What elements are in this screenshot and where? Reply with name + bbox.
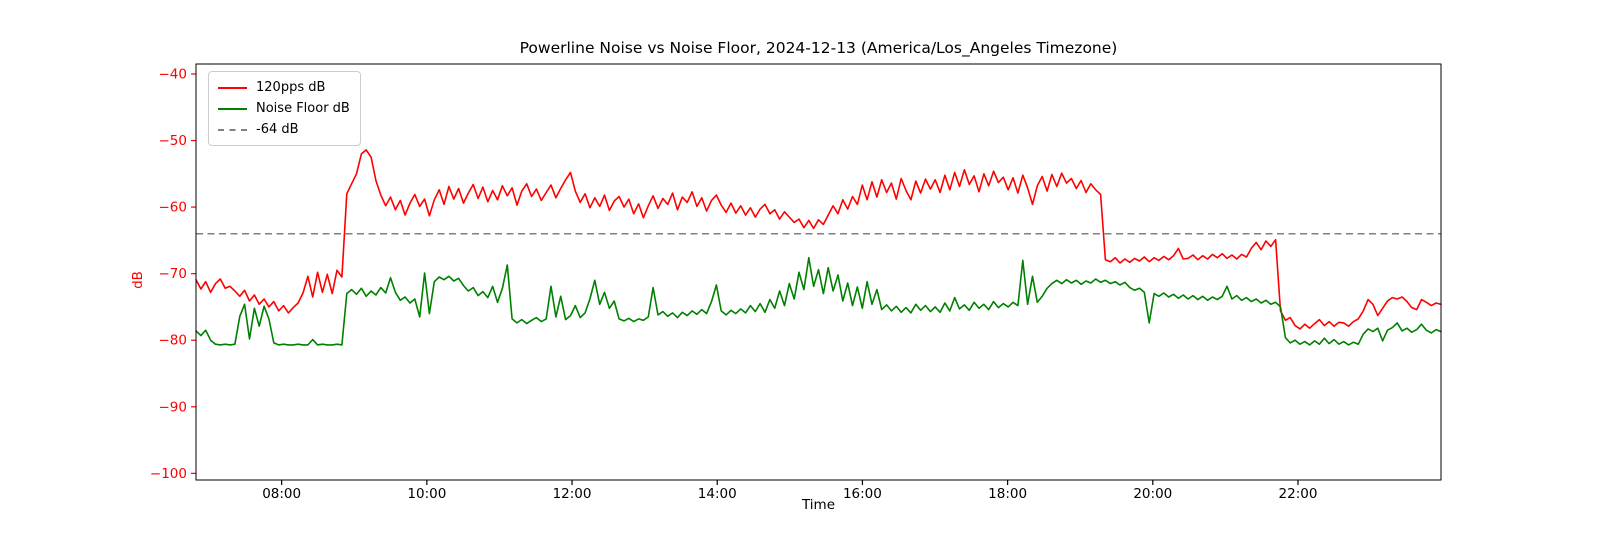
x-axis-label: Time	[801, 497, 836, 513]
legend-entry-label: -64 dB	[256, 122, 299, 137]
x-tick-label: 12:00	[553, 486, 592, 502]
series-line-0	[195, 149, 1442, 330]
legend-entry-label: 120pps dB	[256, 80, 326, 95]
legend: 120pps dB Noise Floor dB -64 dB	[208, 71, 361, 146]
legend-entry: -64 dB	[218, 119, 350, 140]
y-tick-label: −60	[159, 200, 188, 216]
y-axis-label: dB	[130, 271, 146, 289]
legend-entry: Noise Floor dB	[218, 98, 350, 119]
legend-line-swatch	[218, 107, 247, 110]
y-tick-label: −90	[159, 399, 188, 415]
y-tick-label: −80	[159, 333, 188, 349]
x-tick-label: 18:00	[988, 486, 1027, 502]
y-tick-label: −100	[150, 466, 187, 482]
x-tick-label: 22:00	[1279, 486, 1318, 502]
legend-dashed-line-swatch	[218, 128, 247, 131]
y-tick-label: −50	[159, 133, 188, 149]
legend-entry-label: Noise Floor dB	[256, 101, 350, 116]
x-tick-label: 14:00	[698, 486, 737, 502]
series-line-1	[195, 256, 1442, 346]
y-tick-label: −70	[159, 266, 188, 282]
plot-frame	[195, 63, 1442, 481]
x-tick-label: 08:00	[262, 486, 301, 502]
x-tick-label: 10:00	[407, 486, 446, 502]
legend-entry: 120pps dB	[218, 77, 350, 98]
legend-line-swatch	[218, 86, 247, 89]
chart-title: Powerline Noise vs Noise Floor, 2024-12-…	[519, 39, 1118, 57]
x-tick-label: 16:00	[843, 486, 882, 502]
x-tick-label: 20:00	[1133, 486, 1172, 502]
y-tick-label: −40	[159, 66, 188, 82]
